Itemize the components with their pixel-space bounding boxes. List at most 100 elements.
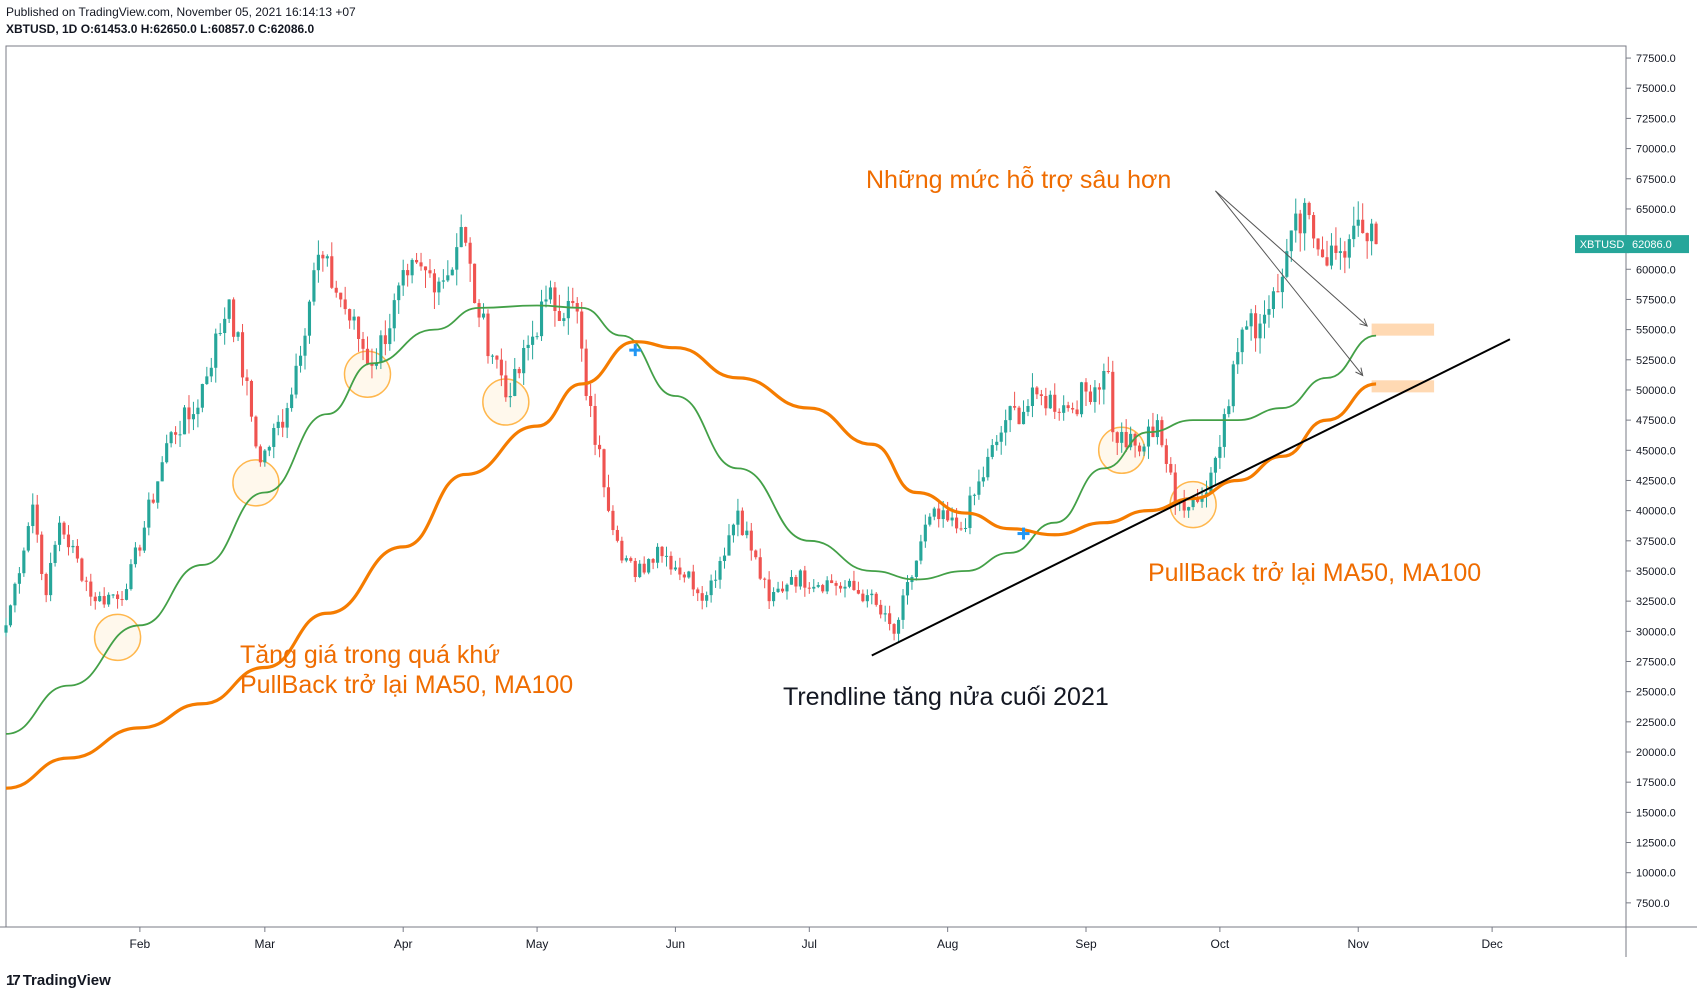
candle-body xyxy=(1365,233,1369,242)
candle-body xyxy=(294,365,298,395)
y-tick-label: 30000.0 xyxy=(1636,626,1676,638)
candle-body xyxy=(464,227,468,243)
candle-body xyxy=(1222,414,1226,447)
candle-body xyxy=(254,416,258,447)
y-tick-label: 52500.0 xyxy=(1636,355,1676,367)
candle-body xyxy=(307,301,312,336)
y-tick-label: 40000.0 xyxy=(1636,506,1676,518)
candle-body xyxy=(620,540,624,561)
candle-body xyxy=(124,589,129,600)
candle-body xyxy=(71,545,75,548)
candle-body xyxy=(847,580,852,587)
y-tick-label: 22500.0 xyxy=(1636,717,1676,729)
candle-body xyxy=(950,517,954,521)
y-tick-label: 50000.0 xyxy=(1636,385,1676,397)
tradingview-brand: TradingView xyxy=(22,972,111,989)
support-zone xyxy=(1371,380,1435,393)
x-tick-label: Apr xyxy=(394,937,413,951)
candle-body xyxy=(129,564,133,590)
candle-body xyxy=(160,462,164,482)
candle-body xyxy=(1142,446,1146,452)
y-tick-label: 67500.0 xyxy=(1636,174,1676,186)
candle-body xyxy=(236,332,240,337)
candle-body xyxy=(205,376,209,384)
candle-body xyxy=(44,573,48,596)
candle-body xyxy=(1129,433,1133,448)
candle-body xyxy=(905,582,910,596)
candle-body xyxy=(838,585,843,589)
candle-body xyxy=(191,414,195,420)
candle-body xyxy=(415,259,419,263)
candle-body xyxy=(1155,420,1159,438)
candle-body xyxy=(584,348,588,396)
candle-body xyxy=(642,563,646,573)
candle-body xyxy=(272,427,276,447)
candle-body xyxy=(522,347,526,374)
candle-body xyxy=(1084,382,1088,392)
candle-body xyxy=(1044,395,1048,409)
candle-body xyxy=(423,266,428,271)
candle-body xyxy=(111,594,115,596)
candle-body xyxy=(1370,223,1374,242)
symbol-interval: XBTUSD, 1D xyxy=(6,22,78,36)
candle-body xyxy=(174,432,178,435)
candle-body xyxy=(1111,371,1115,433)
candle-body xyxy=(517,368,521,374)
candle-body xyxy=(941,510,945,520)
arrow-head xyxy=(1355,367,1364,377)
candle-body xyxy=(383,335,387,345)
candle-body xyxy=(348,309,352,321)
candle-body xyxy=(1169,463,1173,473)
candle-body xyxy=(606,487,611,511)
y-tick-label: 47500.0 xyxy=(1636,415,1676,427)
candle-body xyxy=(1062,405,1066,413)
candle-body xyxy=(557,311,561,321)
candle-body xyxy=(602,449,606,488)
candle-body xyxy=(633,560,637,578)
candle-body xyxy=(428,270,432,274)
x-tick-label: Jul xyxy=(802,937,817,951)
candle-body xyxy=(214,333,218,368)
candle-body xyxy=(89,581,93,597)
y-tick-label: 7500.0 xyxy=(1636,898,1670,910)
candle-body xyxy=(468,242,472,264)
annotation-deeper-support: Những mức hỗ trợ sâu hơn xyxy=(866,166,1172,194)
candle-body xyxy=(227,299,231,319)
candle-body xyxy=(593,406,597,445)
candle-body xyxy=(1182,500,1186,511)
candle-body xyxy=(852,580,856,591)
candle-body xyxy=(1075,409,1079,415)
candle-body xyxy=(1017,407,1021,425)
last-price-tag xyxy=(1627,235,1689,254)
candle-body xyxy=(196,407,200,415)
candle-body xyxy=(1356,219,1360,226)
last-price-label: 62086.0 xyxy=(1632,239,1672,251)
y-tick-label: 25000.0 xyxy=(1636,687,1676,699)
candle-body xyxy=(62,522,66,535)
candle-body xyxy=(147,499,151,528)
candle-body xyxy=(361,338,365,349)
y-tick-label: 65000.0 xyxy=(1636,204,1676,216)
candle-body xyxy=(343,299,347,310)
candle-body xyxy=(116,594,120,600)
candle-body xyxy=(486,313,490,357)
candle-body xyxy=(102,596,106,605)
candle-body xyxy=(1329,245,1334,266)
candle-body xyxy=(473,263,477,304)
candle-body xyxy=(334,287,338,293)
candle-body xyxy=(1191,497,1195,508)
candle-body xyxy=(816,585,820,587)
candle-body xyxy=(946,510,950,521)
candle-body xyxy=(638,563,642,578)
candle-body xyxy=(914,560,918,577)
candle-body xyxy=(539,301,544,337)
candle-body xyxy=(758,557,762,579)
candle-body xyxy=(995,441,999,446)
y-tick-label: 32500.0 xyxy=(1636,596,1676,608)
candle-body xyxy=(1316,238,1320,250)
candle-body xyxy=(714,579,718,581)
candle-body xyxy=(8,605,13,626)
candle-body xyxy=(870,593,874,596)
candle-body xyxy=(1124,431,1128,448)
